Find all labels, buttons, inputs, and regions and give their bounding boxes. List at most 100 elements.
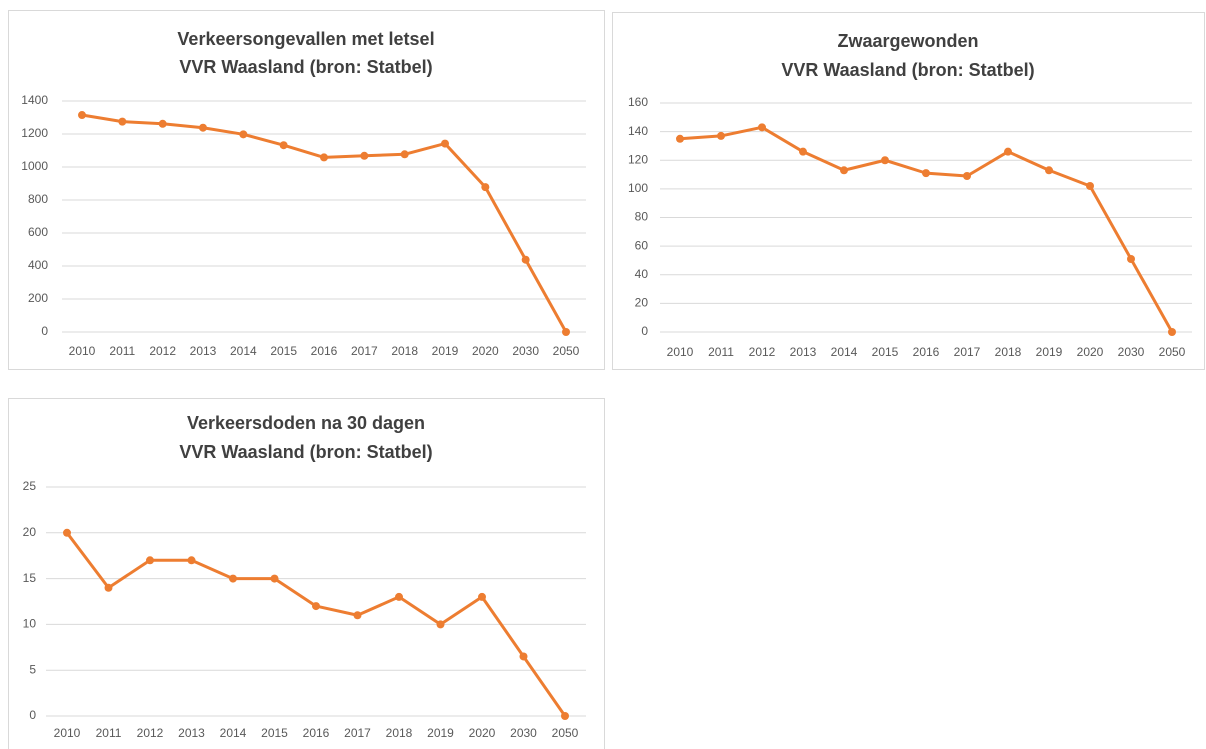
x-tick-label: 2030 xyxy=(512,344,539,358)
y-tick-label: 0 xyxy=(29,708,36,722)
data-point xyxy=(1127,255,1135,264)
x-tick-label: 2010 xyxy=(667,345,694,359)
data-point xyxy=(676,134,684,143)
data-point xyxy=(270,574,279,583)
x-tick-label: 2016 xyxy=(311,344,338,358)
x-tick-label: 2012 xyxy=(137,726,164,740)
data-point xyxy=(840,166,848,175)
x-tick-label: 2016 xyxy=(913,345,940,359)
x-tick-label: 2018 xyxy=(391,344,418,358)
data-point xyxy=(521,255,530,264)
x-tick-label: 2030 xyxy=(510,726,537,740)
data-point xyxy=(481,183,490,192)
data-point xyxy=(441,139,449,148)
data-point xyxy=(758,123,766,132)
y-tick-label: 40 xyxy=(635,267,649,281)
data-point xyxy=(1168,328,1176,336)
chart-title: Verkeersongevallen met letsel xyxy=(177,29,434,49)
data-point xyxy=(400,150,409,159)
x-tick-label: 2015 xyxy=(270,344,297,358)
x-tick-label: 2010 xyxy=(69,344,96,358)
y-tick-label: 1000 xyxy=(21,159,48,173)
x-tick-label: 2013 xyxy=(178,726,205,740)
data-point xyxy=(922,169,930,178)
x-tick-label: 2011 xyxy=(96,726,122,740)
y-tick-label: 120 xyxy=(628,152,648,166)
x-tick-label: 2013 xyxy=(190,344,217,358)
data-point xyxy=(1004,147,1012,156)
x-tick-label: 2020 xyxy=(469,726,496,740)
x-tick-label: 2013 xyxy=(790,345,817,359)
x-tick-label: 2017 xyxy=(344,726,371,740)
data-point xyxy=(199,123,207,132)
data-point xyxy=(279,141,288,150)
x-tick-label: 2019 xyxy=(432,344,459,358)
y-tick-label: 800 xyxy=(28,192,48,206)
x-tick-label: 2016 xyxy=(303,726,330,740)
x-tick-label: 2010 xyxy=(54,726,81,740)
data-point xyxy=(1045,166,1053,175)
y-tick-label: 400 xyxy=(28,258,48,272)
data-point xyxy=(881,156,889,165)
x-tick-label: 2018 xyxy=(995,345,1022,359)
x-tick-label: 2020 xyxy=(472,344,499,358)
y-tick-label: 1400 xyxy=(21,93,48,107)
x-tick-label: 2014 xyxy=(220,726,247,740)
data-point xyxy=(478,592,486,601)
y-tick-label: 25 xyxy=(23,479,37,493)
data-point xyxy=(104,583,113,592)
data-point xyxy=(229,574,237,583)
x-tick-label: 2019 xyxy=(427,726,454,740)
x-tick-label: 2017 xyxy=(954,345,981,359)
y-tick-label: 600 xyxy=(28,225,48,239)
x-tick-label: 2014 xyxy=(230,344,257,358)
y-tick-label: 160 xyxy=(628,95,648,109)
x-tick-label: 2030 xyxy=(1118,345,1145,359)
data-point xyxy=(320,153,328,162)
x-tick-label: 2015 xyxy=(261,726,288,740)
x-tick-label: 2017 xyxy=(351,344,378,358)
data-point xyxy=(146,556,154,565)
data-point xyxy=(519,652,528,661)
x-tick-label: 2014 xyxy=(831,345,858,359)
y-tick-label: 20 xyxy=(635,296,649,310)
y-tick-label: 0 xyxy=(41,324,48,338)
chart-frame xyxy=(8,398,605,749)
data-point xyxy=(78,111,86,120)
data-point xyxy=(239,130,248,139)
y-tick-label: 60 xyxy=(635,238,649,252)
data-point xyxy=(799,147,807,156)
x-tick-label: 2011 xyxy=(708,345,734,359)
data-point xyxy=(395,592,403,601)
x-tick-label: 2050 xyxy=(552,726,579,740)
data-point xyxy=(436,620,445,629)
y-tick-label: 1200 xyxy=(21,126,48,140)
data-point xyxy=(312,602,320,611)
chart-frame xyxy=(612,12,1205,370)
data-point xyxy=(562,328,570,336)
y-tick-label: 100 xyxy=(628,181,648,195)
chart-title: VVR Waasland (bron: Statbel) xyxy=(179,442,432,462)
data-point xyxy=(561,712,569,720)
y-tick-label: 0 xyxy=(641,324,648,338)
data-point xyxy=(353,611,362,620)
chart-title: Zwaargewonden xyxy=(837,31,978,51)
data-point xyxy=(963,171,971,180)
data-point xyxy=(118,117,127,126)
chart-title: VVR Waasland (bron: Statbel) xyxy=(179,57,432,77)
x-tick-label: 2012 xyxy=(749,345,776,359)
y-tick-label: 10 xyxy=(23,617,37,631)
data-point xyxy=(63,528,71,537)
y-tick-label: 200 xyxy=(28,291,48,305)
y-tick-label: 15 xyxy=(23,571,37,585)
x-tick-label: 2020 xyxy=(1077,345,1104,359)
x-tick-label: 2019 xyxy=(1036,345,1063,359)
x-tick-label: 2018 xyxy=(386,726,413,740)
x-tick-label: 2050 xyxy=(1159,345,1186,359)
data-point xyxy=(187,556,196,565)
y-tick-label: 80 xyxy=(635,210,649,224)
y-tick-label: 20 xyxy=(23,525,37,539)
chart-frame xyxy=(8,10,605,370)
data-point xyxy=(717,131,725,140)
